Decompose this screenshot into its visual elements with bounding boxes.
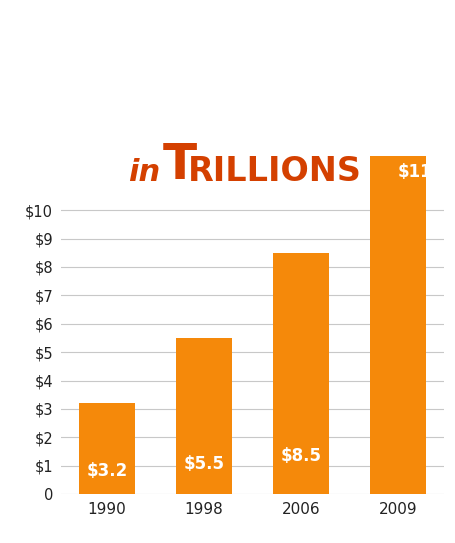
Bar <box>370 156 426 494</box>
Text: T: T <box>162 141 197 189</box>
Text: $11.9: $11.9 <box>398 163 451 181</box>
Bar <box>79 403 135 494</box>
Bar <box>273 252 329 494</box>
Text: RILLIONS: RILLIONS <box>187 155 361 188</box>
Text: $3.2: $3.2 <box>86 462 127 480</box>
Bar <box>176 338 232 494</box>
Text: $8.5: $8.5 <box>281 447 322 465</box>
Text: $5.5: $5.5 <box>183 456 224 473</box>
Text: in: in <box>128 159 161 187</box>
